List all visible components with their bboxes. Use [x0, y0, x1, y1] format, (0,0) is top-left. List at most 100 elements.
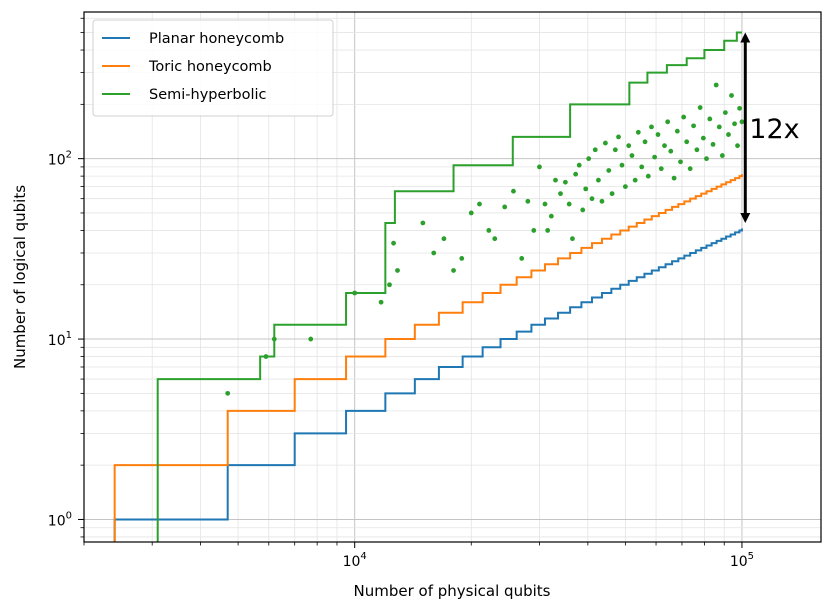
scatter-point [468, 210, 474, 216]
scatter-point [662, 143, 667, 149]
scatter-point [570, 236, 575, 242]
scatter-point [459, 255, 465, 261]
scatter-point [678, 159, 683, 165]
y-axis-label: Number of logical qubits [11, 185, 29, 369]
scatter-point [674, 128, 680, 134]
scatter-point [687, 166, 693, 172]
scatter-point [531, 228, 537, 233]
scatter-point [502, 204, 508, 210]
scatter-point [486, 228, 492, 233]
scatter-point [649, 124, 654, 130]
scatter-point [652, 154, 658, 160]
scatter-point [710, 141, 716, 147]
scatter-point [645, 173, 651, 179]
scatter-point [511, 188, 516, 194]
x-axis-label: Number of physical qubits [354, 582, 551, 600]
scatter-point [558, 191, 563, 197]
scatter-point [271, 336, 277, 342]
scatter-point [566, 201, 572, 207]
scatter-point [622, 184, 628, 190]
scatter-point [586, 156, 592, 162]
plot-frame [83, 11, 822, 543]
annotation-label: 12x [749, 114, 799, 145]
scatter-point [525, 198, 531, 204]
y-tick-label-exponent: 1 [66, 330, 72, 341]
x-tick-label-exponent: 4 [360, 551, 366, 562]
scatter-point [737, 105, 742, 111]
scatter-point [691, 123, 696, 129]
scatter-point [603, 140, 608, 146]
scatter-point [431, 250, 437, 256]
scatter-point [589, 196, 595, 202]
series-line-planar-honeycomb [113, 228, 743, 542]
arrow-head-up [740, 32, 751, 43]
scatter-point [562, 179, 568, 185]
scatter-point [395, 268, 400, 273]
scatter-point [477, 201, 482, 207]
scatter-point [704, 156, 709, 162]
scatter-point [632, 177, 638, 183]
y-tick-label: 101 [48, 330, 72, 349]
scatter-point [642, 139, 648, 145]
scatter-point [619, 162, 625, 168]
scatter-point [378, 299, 384, 305]
scatter-point [707, 116, 713, 122]
scatter-point [697, 105, 703, 110]
scatter-point [735, 143, 740, 149]
scatter-point [583, 186, 589, 192]
scatter-point [576, 162, 582, 168]
scatter-point [722, 110, 728, 115]
scatter-point [658, 166, 664, 172]
scatter-point [635, 129, 641, 135]
scatter-point [441, 236, 447, 242]
x-tick-label-base: 10 [730, 554, 748, 570]
scatter-point [681, 114, 687, 120]
scatter-point [716, 124, 722, 130]
scatter-point [655, 132, 661, 137]
y-tick-label-exponent: 0 [66, 510, 72, 521]
scatter-point [308, 336, 314, 342]
scatter-point [596, 177, 601, 183]
scatter-point [599, 198, 605, 204]
legend-entry-label: Semi-hyperbolic [149, 87, 267, 103]
scatter-point [553, 177, 558, 183]
x-tick-label: 104 [343, 551, 367, 570]
scatter-point [626, 143, 632, 149]
scatter-point [684, 139, 690, 145]
scatter-point [694, 147, 700, 153]
y-tick-label-base: 10 [48, 513, 66, 529]
scatter-point [616, 134, 621, 140]
scatter-point [352, 290, 358, 296]
scatter-point [713, 82, 719, 88]
scatter-point [492, 236, 498, 242]
scatter-point [729, 93, 734, 98]
scatter-point [639, 164, 645, 170]
scatter-point [420, 220, 426, 226]
y-tick-label: 100 [48, 510, 72, 529]
scatter-point [519, 255, 525, 261]
scatter-point [391, 240, 396, 246]
legend-entry-label: Toric honeycomb [148, 59, 272, 75]
scatter-point [606, 168, 612, 173]
scatter-point [726, 132, 731, 137]
annotation: 12x [740, 32, 800, 223]
y-tick-label-exponent: 2 [66, 150, 72, 161]
scatter-point [263, 354, 269, 359]
scatter-point [542, 201, 548, 207]
scatter-point [719, 153, 725, 158]
y-tick-label-base: 10 [48, 153, 66, 169]
scatter-point [548, 213, 554, 219]
scatter-point [732, 121, 737, 127]
scatter-point [700, 135, 706, 141]
x-tick-label-exponent: 5 [748, 551, 754, 562]
scatter-point [609, 191, 615, 197]
legend-box [92, 19, 334, 117]
scatter-point [629, 153, 635, 158]
series-layer [113, 31, 745, 542]
series-line-semi-hyperbolic [156, 31, 742, 542]
scatter-point [580, 207, 586, 213]
scatter-point [451, 268, 456, 273]
scatter-point [612, 147, 618, 153]
